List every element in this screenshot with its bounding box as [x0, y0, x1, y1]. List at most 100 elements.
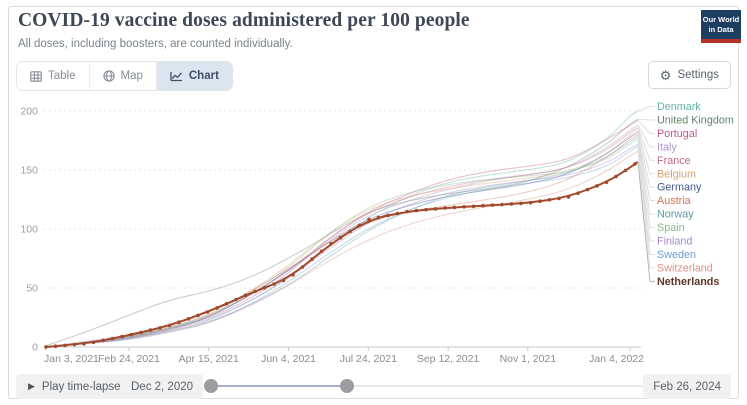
- marker-dot: [253, 289, 257, 294]
- marker-dot: [72, 342, 77, 347]
- tab-map[interactable]: Map: [88, 62, 156, 90]
- marker-dot: [167, 323, 172, 328]
- x-tick-label-sep-12-2021: Sep 12, 2021: [417, 353, 480, 365]
- legend-label-france[interactable]: France: [657, 155, 691, 167]
- legend-label-united-kingdom[interactable]: United Kingdom: [657, 114, 734, 126]
- timeline-end-handle[interactable]: [339, 379, 354, 393]
- series-line-portugal[interactable]: [45, 119, 639, 348]
- marker-dot: [196, 313, 200, 318]
- timeline-end-date: Feb 26, 2024: [643, 374, 731, 399]
- marker-dot: [139, 330, 143, 335]
- marker-dot: [414, 208, 419, 213]
- legend-label-switzerland[interactable]: Switzerland: [657, 262, 713, 274]
- tab-table[interactable]: Table: [17, 62, 89, 90]
- x-tick-label-jun-4-2021: Jun 4, 2021: [261, 353, 316, 365]
- x-tick-label-nov-1-2021: Nov 1, 2021: [500, 353, 557, 365]
- legend-label-austria[interactable]: Austria: [657, 195, 691, 207]
- marker-dot: [623, 168, 628, 173]
- legend-connector-austria: [637, 134, 655, 202]
- series-line-france[interactable]: [45, 127, 639, 348]
- legend-connector-norway: [637, 136, 655, 215]
- x-tick-label-jan-4-2022: Jan 4, 2022: [589, 353, 644, 365]
- marker-dot: [614, 174, 618, 179]
- owid-logo[interactable]: Our World in Data: [701, 10, 741, 43]
- marker-dot: [205, 310, 210, 314]
- legend-connector-belgium: [637, 129, 655, 175]
- legend-connector-germany: [637, 132, 655, 188]
- marker-dot: [110, 336, 115, 341]
- marker-dot: [300, 265, 305, 269]
- y-tick-label-50: 50: [26, 283, 38, 295]
- marker-dot: [158, 326, 162, 330]
- marker-dot: [405, 209, 409, 214]
- tab-chart-label: Chart: [188, 70, 219, 82]
- marker-dot: [566, 195, 571, 199]
- marker-dot: [424, 207, 428, 212]
- legend-label-netherlands[interactable]: Netherlands: [657, 276, 719, 288]
- series-line-sweden[interactable]: [45, 145, 639, 348]
- settings-button-label: Settings: [677, 69, 719, 81]
- legend-label-norway[interactable]: Norway: [657, 209, 694, 221]
- legend-connector-france: [637, 127, 655, 161]
- marker-dot: [481, 203, 485, 208]
- legend-label-sweden[interactable]: Sweden: [657, 249, 696, 261]
- marker-dot: [519, 201, 523, 206]
- marker-dot: [272, 282, 276, 286]
- legend-label-finland[interactable]: Finland: [657, 236, 692, 248]
- marker-dot: [633, 162, 637, 166]
- legend-connector-italy: [637, 124, 655, 148]
- settings-button[interactable]: ⚙ Settings: [647, 61, 731, 89]
- marker-dot: [557, 196, 561, 201]
- line-chart-canvas[interactable]: 0 50 100 150 200 Jan 3, 2021 Feb 24, 2021 Apr 1…: [0, 96, 747, 368]
- marker-dot: [547, 198, 552, 202]
- marker-dot: [291, 273, 295, 277]
- timeline-slider-track[interactable]: [204, 385, 648, 387]
- marker-dot: [148, 328, 153, 332]
- marker-dot: [395, 211, 400, 216]
- legend-connector-switzerland: [637, 151, 655, 269]
- table-icon: [30, 70, 42, 82]
- marker-dot: [604, 180, 609, 184]
- page-title: COVID-19 vaccine doses administered per …: [18, 10, 470, 31]
- marker-dot: [224, 301, 229, 306]
- y-tick-label-150: 150: [20, 165, 38, 177]
- series-line-netherlands[interactable]: [45, 160, 639, 348]
- marker-dot: [82, 342, 86, 346]
- marker-dot: [53, 344, 58, 348]
- marker-dot: [452, 205, 457, 210]
- timeline-slider[interactable]: [203, 374, 650, 399]
- legend-label-denmark[interactable]: Denmark: [657, 101, 701, 113]
- legend-connector-netherlands: [637, 161, 655, 282]
- series-line-united-kingdom[interactable]: [45, 118, 639, 347]
- series-line-spain[interactable]: [45, 138, 639, 348]
- series-line-norway[interactable]: [45, 136, 639, 348]
- series-line-belgium[interactable]: [45, 129, 639, 348]
- marker-dot: [101, 338, 105, 343]
- legend-label-spain[interactable]: Spain: [657, 222, 685, 234]
- marker-dot: [595, 184, 599, 188]
- marker-dot: [443, 206, 447, 210]
- series-line-denmark[interactable]: [45, 110, 639, 348]
- tab-table-label: Table: [48, 70, 76, 82]
- series-line-switzerland[interactable]: [45, 150, 639, 348]
- legend-label-portugal[interactable]: Portugal: [657, 128, 697, 140]
- owid-logo-line2: in Data: [708, 24, 734, 34]
- globe-icon: [102, 70, 115, 82]
- x-tick-label-jul-24-2021: Jul 24, 2021: [340, 353, 397, 365]
- series-line-germany[interactable]: [45, 131, 639, 348]
- timeline-start-handle[interactable]: [203, 379, 218, 393]
- view-tabs: Table Map Chart: [16, 61, 233, 91]
- legend-connector-portugal: [637, 120, 655, 134]
- legend-label-belgium[interactable]: Belgium: [657, 168, 696, 180]
- marker-dot: [348, 229, 352, 234]
- line-chart-icon: [170, 71, 183, 82]
- legend-connector-denmark: [637, 106, 655, 112]
- legend-label-italy[interactable]: Italy: [657, 141, 677, 153]
- marker-dot: [376, 215, 381, 220]
- tab-chart[interactable]: Chart: [155, 62, 232, 90]
- x-tick-label-jan-3-2021: Jan 3, 2021: [44, 353, 99, 365]
- marker-dot: [243, 293, 248, 298]
- play-timelapse-button[interactable]: ▶ Play time-lapse: [16, 374, 133, 399]
- marker-dot: [433, 207, 438, 211]
- legend-label-germany[interactable]: Germany: [657, 182, 702, 194]
